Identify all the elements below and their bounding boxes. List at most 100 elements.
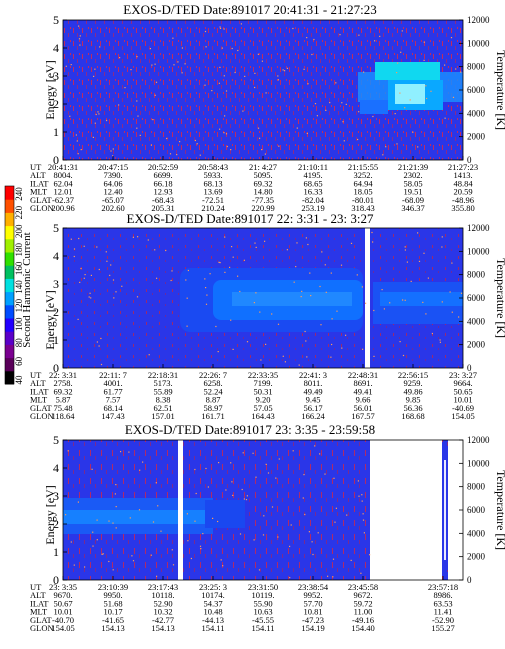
temperature-point xyxy=(100,363,103,366)
temperature-point xyxy=(80,267,82,270)
y2-tick-label: 12000 xyxy=(467,435,490,445)
temperature-point xyxy=(223,132,225,134)
temperature-point xyxy=(423,41,425,43)
ephemeris-cell: 6258. xyxy=(203,378,222,388)
temperature-point xyxy=(190,557,192,560)
ephemeris-cell: 18.05 xyxy=(353,187,372,197)
temperature-point xyxy=(389,302,391,304)
temperature-point xyxy=(124,87,126,89)
ephemeris-row-name: ALT xyxy=(30,378,47,388)
temperature-point xyxy=(212,517,214,519)
panel-2-temperature-trace xyxy=(70,231,463,366)
ephemeris-row-name: GLON xyxy=(30,623,54,633)
temperature-point xyxy=(431,332,433,335)
ephemeris-cell: 69.32 xyxy=(53,386,72,396)
panel-2-plasma-region xyxy=(180,268,463,332)
temperature-point xyxy=(194,468,196,471)
temperature-point xyxy=(451,311,453,313)
temperature-point xyxy=(73,255,75,258)
temperature-point xyxy=(282,69,284,71)
ephemeris-cell: -40.69 xyxy=(452,403,474,413)
ephemeris-cell: 12.01 xyxy=(53,187,72,197)
temperature-point xyxy=(65,65,67,67)
temperature-point xyxy=(115,506,117,508)
temperature-point xyxy=(172,564,175,566)
temperature-point xyxy=(245,499,248,501)
y2-tick-label: 10000 xyxy=(467,246,490,256)
colorbar-swatches xyxy=(4,185,15,385)
ephemeris-cell: 166.24 xyxy=(301,411,325,421)
ephemeris-cell: 22:41: 3 xyxy=(299,370,327,380)
temperature-point xyxy=(95,113,97,116)
temperature-point xyxy=(79,35,81,37)
temperature-point xyxy=(319,285,321,288)
y-tick-label: 5 xyxy=(53,433,59,447)
temperature-point xyxy=(76,140,78,142)
temperature-point xyxy=(306,132,308,134)
temperature-point xyxy=(308,531,310,533)
ephemeris-cell: 50.65 xyxy=(453,386,472,396)
temperature-point xyxy=(90,297,92,299)
temperature-point xyxy=(264,153,266,155)
temperature-point xyxy=(91,468,93,470)
temperature-point xyxy=(237,275,239,277)
ephemeris-cell: 202.60 xyxy=(101,203,124,213)
panel-3-plasma-region xyxy=(63,498,245,534)
temperature-point xyxy=(177,61,179,63)
temperature-point xyxy=(112,279,115,281)
temperature-point xyxy=(271,313,273,315)
temperature-point xyxy=(239,533,242,535)
temperature-point xyxy=(224,115,226,117)
ephemeris-cell: 10.01 xyxy=(53,607,72,617)
temperature-point xyxy=(329,102,331,104)
temperature-point xyxy=(194,520,196,522)
temperature-point xyxy=(410,280,412,282)
temperature-point xyxy=(310,295,312,297)
temperature-point xyxy=(147,239,149,241)
y-tick-label: 2 xyxy=(53,517,59,531)
ephemeris-cell: 52.24 xyxy=(203,386,223,396)
ephemeris-cell: 22:48:31 xyxy=(348,370,378,380)
ephemeris-cell: -65.07 xyxy=(102,195,124,205)
temperature-point xyxy=(128,451,130,453)
temperature-point xyxy=(373,309,375,312)
ephemeris-cell: 23: 3:35 xyxy=(49,582,77,592)
temperature-point xyxy=(108,520,110,522)
temperature-point xyxy=(150,554,152,556)
temperature-point xyxy=(265,463,267,465)
temperature-point xyxy=(131,555,133,557)
temperature-point xyxy=(181,72,183,74)
colorbar-tick-label: 180 xyxy=(14,243,24,257)
y-tick-label: 4 xyxy=(53,461,59,475)
temperature-point xyxy=(70,541,72,543)
temperature-point xyxy=(402,299,404,301)
y-tick-label: 0 xyxy=(53,153,59,167)
temperature-point xyxy=(372,115,374,118)
y-tick-label: 1 xyxy=(53,333,59,347)
panel-1-axes: 0 1 2 3 4 5 0 2000 4000 6000 8000 10000 12000 xyxy=(53,13,490,167)
ephemeris-cell: 11.00 xyxy=(354,607,373,617)
colorbar-swatch xyxy=(5,225,14,240)
temperature-point xyxy=(219,66,221,68)
temperature-point xyxy=(96,341,98,343)
temperature-point xyxy=(404,246,406,248)
temperature-point xyxy=(334,521,336,523)
temperature-point xyxy=(139,469,141,471)
ephemeris-cell: 9950. xyxy=(103,590,122,600)
temperature-point xyxy=(75,134,77,136)
temperature-point xyxy=(79,44,81,46)
temperature-point xyxy=(330,356,332,358)
temperature-point xyxy=(275,477,277,479)
temperature-point xyxy=(83,277,85,279)
temperature-point xyxy=(292,27,294,30)
temperature-point xyxy=(265,343,267,345)
ephemeris-cell: 8004. xyxy=(53,170,72,180)
temperature-point xyxy=(199,154,201,156)
ephemeris-cell: 9.20 xyxy=(256,395,271,405)
temperature-point xyxy=(335,82,337,84)
ephemeris-cell: 48.84 xyxy=(453,178,473,188)
panel-2: EXOS-D/TED Date:891017 22: 3:31 - 23: 3:… xyxy=(30,211,505,421)
temperature-point xyxy=(223,28,225,30)
ephemeris-cell: -68.09 xyxy=(402,195,424,205)
temperature-point xyxy=(102,553,104,555)
